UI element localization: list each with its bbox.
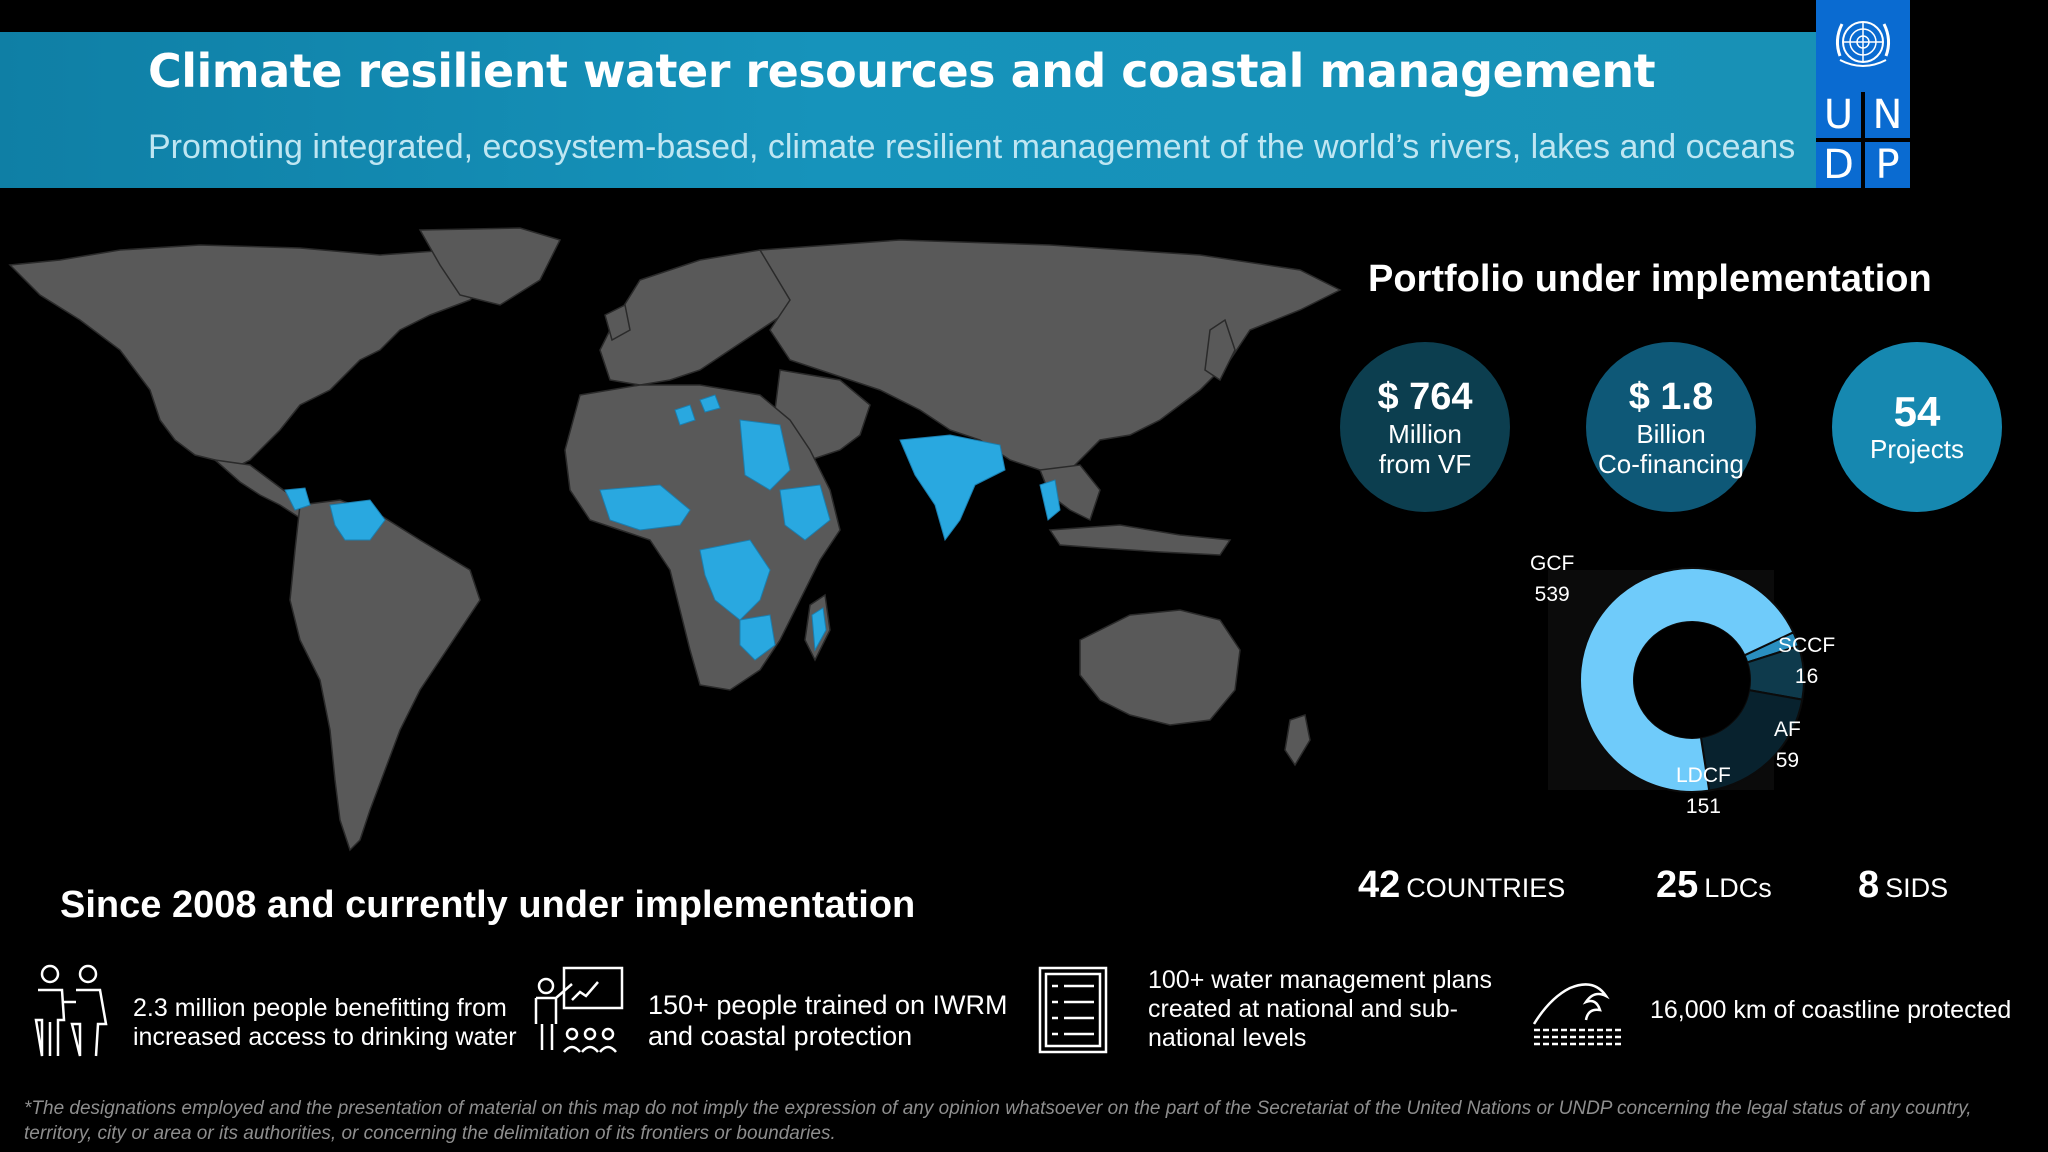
donut-label-sccf: SCCF 16 [1778,630,1835,692]
un-emblem-icon [1835,21,1891,67]
portfolio-title: Portfolio under implementation [1368,258,1932,300]
disclaimer-line1: *The designations employed and the prese… [24,1098,1972,1119]
stat-management-plans: 100+ water management plans created at n… [1148,966,1492,1053]
stat-drinking-water-line2: increased access to drinking water [133,1023,517,1051]
central-africa-highlight [699,539,771,621]
vf-amount: $ 764 [1377,376,1473,418]
count-countries: 42 COUNTRIES [1358,864,1565,907]
sudan-highlight [739,419,791,491]
med-highlight [699,394,721,413]
map-disclaimer: *The designations employed and the prese… [24,1096,2034,1146]
stat-iwrm-training: 150+ people trained on IWRM and coastal … [648,990,1007,1052]
count-ldcs: 25 LDCs [1656,864,1772,907]
countries-label: COUNTRIES [1406,873,1566,903]
vf-unit: Million [1388,419,1462,449]
madagascar-highlight [811,607,827,652]
vf-funding-circle: $ 764 Million from VF [1340,342,1510,512]
stat-coastline: 16,000 km of coastline protected [1650,996,2011,1025]
logo-letter-n: N [1865,92,1910,138]
donut-label-ldcf: LDCF 151 [1676,760,1731,822]
japan [1204,318,1236,382]
world-map [8,227,1342,852]
uk [604,303,631,342]
countries-number: 42 [1358,864,1401,906]
central-america-highlight [284,487,311,511]
sccf-value: 16 [1794,665,1819,688]
vietnam-highlight [1039,479,1061,521]
logo-letter-p: P [1865,142,1910,188]
people-icon [34,964,108,1057]
gcf-label: GCF [1530,552,1575,575]
stat-plans-line2: created at national and sub- [1148,995,1458,1023]
stat-drinking-water: 2.3 million people benefitting from incr… [133,994,517,1052]
ldcs-label: LDCs [1704,873,1772,903]
greenland [418,227,562,306]
projects-circle: 54 Projects [1832,342,2002,512]
sids-number: 8 [1858,864,1880,906]
stat-drinking-water-line1: 2.3 million people benefitting from [133,994,507,1022]
header-banner [0,32,1818,188]
vf-source: from VF [1378,449,1472,479]
af-value: 59 [1775,749,1800,772]
page-title: Climate resilient water resources and co… [148,44,1656,98]
af-label: AF [1774,718,1801,741]
north-africa-highlight [674,404,696,426]
sccf-label: SCCF [1778,634,1836,657]
south-asia-highlight [899,434,1006,542]
ldcf-label: LDCF [1676,764,1731,787]
europe [599,249,801,386]
funding-donut-chart [1548,567,1805,793]
count-sids: 8 SIDS [1858,864,1948,907]
donut-hole [1634,622,1750,738]
disclaimer-line2: territory, city or area or its authoriti… [24,1123,836,1144]
training-icon [534,966,624,1053]
logo-letter-u: U [1816,92,1861,138]
ldcf-value: 151 [1685,795,1721,818]
cofinancing-label: Co-financing [1598,449,1744,479]
east-africa-highlight [779,484,831,541]
donut-label-af: AF 59 [1774,714,1801,776]
southern-africa-highlight [739,614,776,661]
stat-coastline-line1: 16,000 km of coastline protected [1650,996,2012,1024]
north-america [8,244,502,471]
sids-label: SIDS [1885,873,1949,903]
west-africa-highlight [599,484,691,531]
cofinancing-amount: $ 1.8 [1628,376,1714,418]
colombia-highlight [329,499,386,541]
stat-plans-line3: national levels [1148,1024,1307,1052]
stat-iwrm-line2: and coastal protection [648,1021,913,1051]
indonesia [1048,524,1232,556]
page-subtitle: Promoting integrated, ecosystem-based, c… [148,128,1796,166]
gcf-value: 539 [1534,583,1570,606]
undp-logo: U N D P [1816,0,1910,188]
stat-iwrm-line1: 150+ people trained on IWRM [648,990,1008,1020]
ldcs-number: 25 [1656,864,1699,906]
australia [1079,609,1241,726]
new-zealand [1284,714,1311,767]
logo-letter-d: D [1816,142,1861,188]
checklist-icon [1038,966,1108,1054]
cofinancing-unit: Billion [1636,419,1706,449]
donut-label-gcf: GCF 539 [1530,548,1574,610]
since-2008-title: Since 2008 and currently under implement… [60,884,916,926]
cofinancing-circle: $ 1.8 Billion Co-financing [1586,342,1756,512]
projects-count: 54 [1893,388,1941,435]
stat-plans-line1: 100+ water management plans [1148,966,1492,994]
asia [758,239,1342,481]
wave-icon [1532,983,1622,1046]
south-america [289,499,481,852]
projects-label: Projects [1870,434,1964,464]
